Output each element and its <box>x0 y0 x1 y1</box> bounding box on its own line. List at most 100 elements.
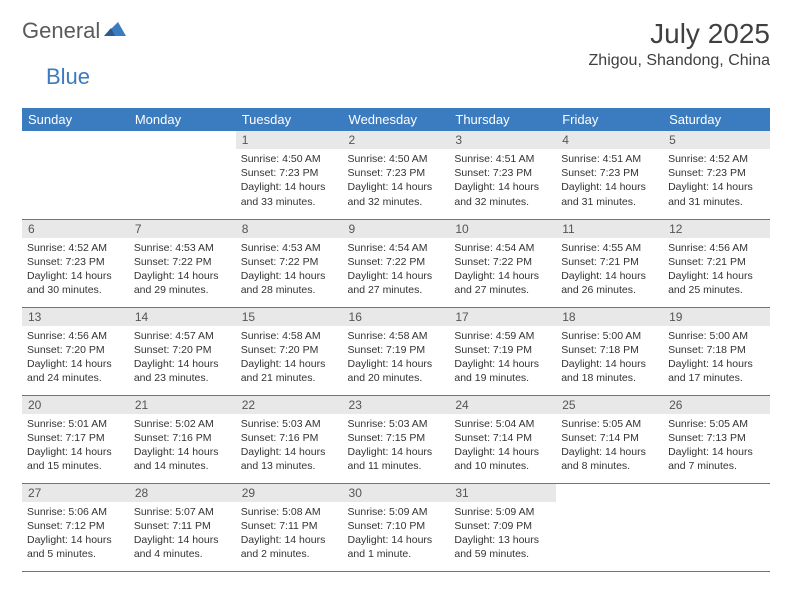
calendar-cell: 18Sunrise: 5:00 AMSunset: 7:18 PMDayligh… <box>556 307 663 395</box>
day-content: Sunrise: 4:54 AMSunset: 7:22 PMDaylight:… <box>449 238 556 303</box>
day-number: 16 <box>343 308 450 326</box>
day-number: 4 <box>556 131 663 149</box>
day-content: Sunrise: 4:52 AMSunset: 7:23 PMDaylight:… <box>663 149 770 214</box>
calendar-cell <box>556 483 663 571</box>
day-content: Sunrise: 5:03 AMSunset: 7:16 PMDaylight:… <box>236 414 343 479</box>
calendar-cell <box>22 131 129 219</box>
calendar-cell <box>663 483 770 571</box>
day-number: 28 <box>129 484 236 502</box>
weekday-header: Saturday <box>663 108 770 131</box>
calendar-table: Sunday Monday Tuesday Wednesday Thursday… <box>22 108 770 572</box>
day-number: 25 <box>556 396 663 414</box>
calendar-row: 6Sunrise: 4:52 AMSunset: 7:23 PMDaylight… <box>22 219 770 307</box>
calendar-cell: 23Sunrise: 5:03 AMSunset: 7:15 PMDayligh… <box>343 395 450 483</box>
day-content: Sunrise: 4:54 AMSunset: 7:22 PMDaylight:… <box>343 238 450 303</box>
logo-text-general: General <box>22 18 100 44</box>
day-content: Sunrise: 5:05 AMSunset: 7:13 PMDaylight:… <box>663 414 770 479</box>
calendar-cell: 21Sunrise: 5:02 AMSunset: 7:16 PMDayligh… <box>129 395 236 483</box>
calendar-row: 20Sunrise: 5:01 AMSunset: 7:17 PMDayligh… <box>22 395 770 483</box>
calendar-cell: 2Sunrise: 4:50 AMSunset: 7:23 PMDaylight… <box>343 131 450 219</box>
day-number: 11 <box>556 220 663 238</box>
day-number: 6 <box>22 220 129 238</box>
day-content: Sunrise: 5:09 AMSunset: 7:09 PMDaylight:… <box>449 502 556 567</box>
day-number: 3 <box>449 131 556 149</box>
day-content: Sunrise: 4:50 AMSunset: 7:23 PMDaylight:… <box>343 149 450 214</box>
calendar-cell: 27Sunrise: 5:06 AMSunset: 7:12 PMDayligh… <box>22 483 129 571</box>
day-content: Sunrise: 4:58 AMSunset: 7:20 PMDaylight:… <box>236 326 343 391</box>
day-number: 26 <box>663 396 770 414</box>
calendar-cell: 12Sunrise: 4:56 AMSunset: 7:21 PMDayligh… <box>663 219 770 307</box>
calendar-cell: 24Sunrise: 5:04 AMSunset: 7:14 PMDayligh… <box>449 395 556 483</box>
day-number: 14 <box>129 308 236 326</box>
weekday-header: Tuesday <box>236 108 343 131</box>
day-content: Sunrise: 4:55 AMSunset: 7:21 PMDaylight:… <box>556 238 663 303</box>
day-number: 12 <box>663 220 770 238</box>
calendar-cell: 30Sunrise: 5:09 AMSunset: 7:10 PMDayligh… <box>343 483 450 571</box>
calendar-cell: 1Sunrise: 4:50 AMSunset: 7:23 PMDaylight… <box>236 131 343 219</box>
day-number: 24 <box>449 396 556 414</box>
weekday-header: Wednesday <box>343 108 450 131</box>
day-content: Sunrise: 5:00 AMSunset: 7:18 PMDaylight:… <box>556 326 663 391</box>
day-number: 27 <box>22 484 129 502</box>
day-content: Sunrise: 4:52 AMSunset: 7:23 PMDaylight:… <box>22 238 129 303</box>
weekday-header-row: Sunday Monday Tuesday Wednesday Thursday… <box>22 108 770 131</box>
calendar-cell: 29Sunrise: 5:08 AMSunset: 7:11 PMDayligh… <box>236 483 343 571</box>
calendar-cell: 7Sunrise: 4:53 AMSunset: 7:22 PMDaylight… <box>129 219 236 307</box>
day-number: 13 <box>22 308 129 326</box>
calendar-cell: 19Sunrise: 5:00 AMSunset: 7:18 PMDayligh… <box>663 307 770 395</box>
day-number: 9 <box>343 220 450 238</box>
title-block: July 2025 Zhigou, Shandong, China <box>589 18 770 70</box>
calendar-cell: 22Sunrise: 5:03 AMSunset: 7:16 PMDayligh… <box>236 395 343 483</box>
day-content: Sunrise: 5:08 AMSunset: 7:11 PMDaylight:… <box>236 502 343 567</box>
day-content: Sunrise: 5:04 AMSunset: 7:14 PMDaylight:… <box>449 414 556 479</box>
day-number: 10 <box>449 220 556 238</box>
day-content: Sunrise: 5:05 AMSunset: 7:14 PMDaylight:… <box>556 414 663 479</box>
day-number: 22 <box>236 396 343 414</box>
day-content: Sunrise: 4:57 AMSunset: 7:20 PMDaylight:… <box>129 326 236 391</box>
calendar-cell: 8Sunrise: 4:53 AMSunset: 7:22 PMDaylight… <box>236 219 343 307</box>
calendar-cell: 28Sunrise: 5:07 AMSunset: 7:11 PMDayligh… <box>129 483 236 571</box>
day-number: 17 <box>449 308 556 326</box>
day-content: Sunrise: 5:00 AMSunset: 7:18 PMDaylight:… <box>663 326 770 391</box>
calendar-cell: 6Sunrise: 4:52 AMSunset: 7:23 PMDaylight… <box>22 219 129 307</box>
day-number: 8 <box>236 220 343 238</box>
calendar-cell: 15Sunrise: 4:58 AMSunset: 7:20 PMDayligh… <box>236 307 343 395</box>
calendar-cell: 13Sunrise: 4:56 AMSunset: 7:20 PMDayligh… <box>22 307 129 395</box>
calendar-cell: 11Sunrise: 4:55 AMSunset: 7:21 PMDayligh… <box>556 219 663 307</box>
day-number: 15 <box>236 308 343 326</box>
day-content: Sunrise: 5:06 AMSunset: 7:12 PMDaylight:… <box>22 502 129 567</box>
day-content: Sunrise: 4:56 AMSunset: 7:20 PMDaylight:… <box>22 326 129 391</box>
day-content: Sunrise: 4:53 AMSunset: 7:22 PMDaylight:… <box>129 238 236 303</box>
day-content: Sunrise: 5:02 AMSunset: 7:16 PMDaylight:… <box>129 414 236 479</box>
day-number: 2 <box>343 131 450 149</box>
calendar-cell: 16Sunrise: 4:58 AMSunset: 7:19 PMDayligh… <box>343 307 450 395</box>
day-content: Sunrise: 4:51 AMSunset: 7:23 PMDaylight:… <box>449 149 556 214</box>
weekday-header: Sunday <box>22 108 129 131</box>
day-content: Sunrise: 5:07 AMSunset: 7:11 PMDaylight:… <box>129 502 236 567</box>
day-content: Sunrise: 4:50 AMSunset: 7:23 PMDaylight:… <box>236 149 343 214</box>
day-number: 29 <box>236 484 343 502</box>
calendar-cell: 31Sunrise: 5:09 AMSunset: 7:09 PMDayligh… <box>449 483 556 571</box>
calendar-cell: 25Sunrise: 5:05 AMSunset: 7:14 PMDayligh… <box>556 395 663 483</box>
day-content: Sunrise: 4:56 AMSunset: 7:21 PMDaylight:… <box>663 238 770 303</box>
day-number: 7 <box>129 220 236 238</box>
day-number: 20 <box>22 396 129 414</box>
weekday-header: Monday <box>129 108 236 131</box>
day-content: Sunrise: 5:09 AMSunset: 7:10 PMDaylight:… <box>343 502 450 567</box>
day-content: Sunrise: 4:53 AMSunset: 7:22 PMDaylight:… <box>236 238 343 303</box>
header: General July 2025 Zhigou, Shandong, Chin… <box>22 18 770 70</box>
calendar-cell: 3Sunrise: 4:51 AMSunset: 7:23 PMDaylight… <box>449 131 556 219</box>
logo-text-blue: Blue <box>46 64 90 89</box>
calendar-cell: 5Sunrise: 4:52 AMSunset: 7:23 PMDaylight… <box>663 131 770 219</box>
day-number: 19 <box>663 308 770 326</box>
logo-triangle-icon <box>104 20 126 43</box>
day-number: 1 <box>236 131 343 149</box>
day-number: 5 <box>663 131 770 149</box>
day-content: Sunrise: 4:59 AMSunset: 7:19 PMDaylight:… <box>449 326 556 391</box>
calendar-row: 27Sunrise: 5:06 AMSunset: 7:12 PMDayligh… <box>22 483 770 571</box>
weekday-header: Thursday <box>449 108 556 131</box>
calendar-cell: 10Sunrise: 4:54 AMSunset: 7:22 PMDayligh… <box>449 219 556 307</box>
logo: General <box>22 18 128 44</box>
day-number: 21 <box>129 396 236 414</box>
day-number: 18 <box>556 308 663 326</box>
